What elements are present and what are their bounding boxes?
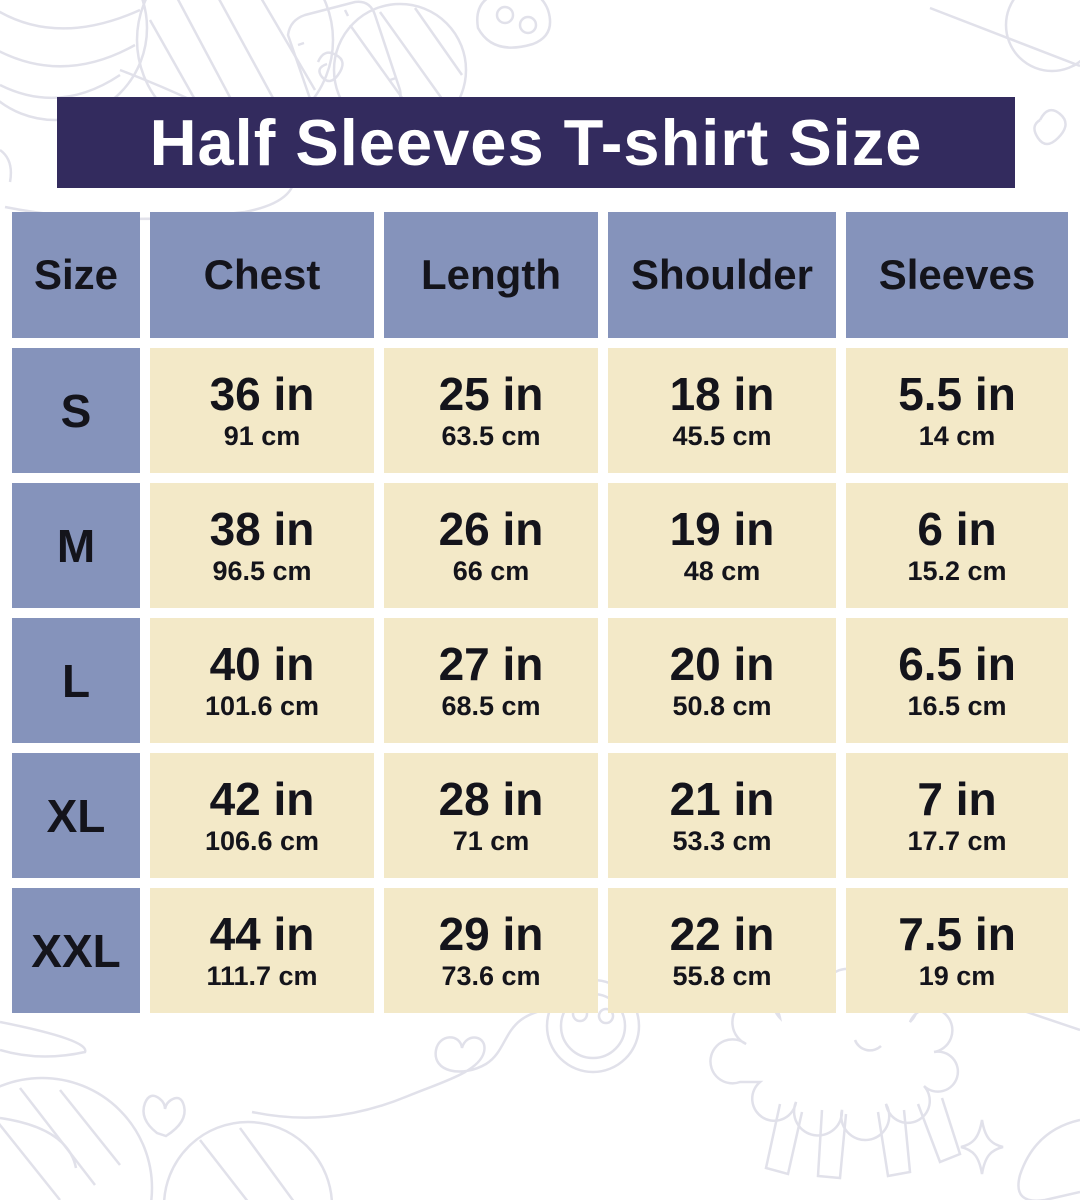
title-banner: Half Sleeves T-shirt Size xyxy=(57,97,1015,188)
cm-value: 63.5 cm xyxy=(441,420,541,451)
inch-value: 7 in xyxy=(917,773,997,826)
cm-value: 14 cm xyxy=(918,420,996,451)
cell-xl-sleeves: 7 in 17.7 cm xyxy=(846,753,1068,878)
cell-xl-shoulder: 21 in 53.3 cm xyxy=(608,753,836,878)
row-label-xxl: XXL xyxy=(12,888,140,1013)
row-label-m: M xyxy=(12,483,140,608)
row-label-s: S xyxy=(12,348,140,473)
cm-value: 111.7 cm xyxy=(206,960,318,991)
sparkle-icon xyxy=(960,1119,1004,1175)
thread-line xyxy=(251,1006,561,1119)
cell-xxl-sleeves: 7.5 in 19 cm xyxy=(846,888,1068,1013)
cm-value: 48 cm xyxy=(683,555,761,586)
yarn-ball-icon xyxy=(162,1120,334,1200)
inch-value: 20 in xyxy=(669,638,775,691)
cell-s-shoulder: 18 in 45.5 cm xyxy=(608,348,836,473)
knitting-needle-icon xyxy=(929,0,1080,146)
inch-value: 40 in xyxy=(209,638,315,691)
cm-value: 73.6 cm xyxy=(441,960,541,991)
inch-value: 19 in xyxy=(669,503,775,556)
cm-value: 66 cm xyxy=(452,555,530,586)
cell-m-sleeves: 6 in 15.2 cm xyxy=(846,483,1068,608)
cell-xxl-shoulder: 22 in 55.8 cm xyxy=(608,888,836,1013)
cell-xxl-length: 29 in 73.6 cm xyxy=(384,888,598,1013)
inch-value: 26 in xyxy=(438,503,544,556)
heart-icon xyxy=(142,1094,186,1138)
inch-value: 29 in xyxy=(438,908,544,961)
inch-value: 28 in xyxy=(438,773,544,826)
inch-value: 27 in xyxy=(438,638,544,691)
cell-s-length: 25 in 63.5 cm xyxy=(384,348,598,473)
cell-l-length: 27 in 68.5 cm xyxy=(384,618,598,743)
yarn-ball-icon xyxy=(0,1076,154,1200)
cm-value: 15.2 cm xyxy=(907,555,1007,586)
cm-value: 50.8 cm xyxy=(672,690,772,721)
cm-value: 71 cm xyxy=(452,825,530,856)
inch-value: 21 in xyxy=(669,773,775,826)
yarn-roll-icon xyxy=(1014,1006,1080,1200)
column-header-length: Length xyxy=(384,212,598,338)
inch-value: 6.5 in xyxy=(898,638,1016,691)
inch-value: 6 in xyxy=(917,503,997,556)
inch-value: 7.5 in xyxy=(898,908,1016,961)
cell-m-length: 26 in 66 cm xyxy=(384,483,598,608)
cell-s-sleeves: 5.5 in 14 cm xyxy=(846,348,1068,473)
inch-value: 22 in xyxy=(669,908,775,961)
thread-line xyxy=(0,148,13,183)
cell-m-chest: 38 in 96.5 cm xyxy=(150,483,374,608)
cm-value: 19 cm xyxy=(918,960,996,991)
cm-value: 68.5 cm xyxy=(441,690,541,721)
cell-l-sleeves: 6.5 in 16.5 cm xyxy=(846,618,1068,743)
cell-xxl-chest: 44 in 111.7 cm xyxy=(150,888,374,1013)
cell-xl-length: 28 in 71 cm xyxy=(384,753,598,878)
cell-m-shoulder: 19 in 48 cm xyxy=(608,483,836,608)
cm-value: 53.3 cm xyxy=(672,825,772,856)
row-label-xl: XL xyxy=(12,753,140,878)
column-header-shoulder: Shoulder xyxy=(608,212,836,338)
inch-value: 44 in xyxy=(209,908,315,961)
cm-value: 91 cm xyxy=(223,420,301,451)
column-header-chest: Chest xyxy=(150,212,374,338)
page-title: Half Sleeves T-shirt Size xyxy=(149,106,923,179)
inch-value: 5.5 in xyxy=(898,368,1016,421)
column-header-sleeves: Sleeves xyxy=(846,212,1068,338)
inch-value: 18 in xyxy=(669,368,775,421)
cell-l-shoulder: 20 in 50.8 cm xyxy=(608,618,836,743)
cell-l-chest: 40 in 101.6 cm xyxy=(150,618,374,743)
cm-value: 16.5 cm xyxy=(907,690,1007,721)
cell-xl-chest: 42 in 106.6 cm xyxy=(150,753,374,878)
cm-value: 45.5 cm xyxy=(672,420,772,451)
cm-value: 106.6 cm xyxy=(204,825,320,856)
cm-value: 55.8 cm xyxy=(672,960,772,991)
inch-value: 42 in xyxy=(209,773,315,826)
row-label-l: L xyxy=(12,618,140,743)
column-header-size: Size xyxy=(12,212,140,338)
thread-line xyxy=(0,1116,78,1169)
heart-icon xyxy=(1033,108,1067,146)
cm-value: 101.6 cm xyxy=(204,690,320,721)
cm-value: 96.5 cm xyxy=(212,555,312,586)
inch-value: 36 in xyxy=(209,368,315,421)
inch-value: 25 in xyxy=(438,368,544,421)
cell-s-chest: 36 in 91 cm xyxy=(150,348,374,473)
cm-value: 17.7 cm xyxy=(907,825,1007,856)
inch-value: 38 in xyxy=(209,503,315,556)
button-icon xyxy=(476,0,552,49)
size-chart-table: Size Chest Length Shoulder Sleeves S 36 … xyxy=(12,212,1068,1013)
knitting-needle-icon xyxy=(0,1020,87,1058)
